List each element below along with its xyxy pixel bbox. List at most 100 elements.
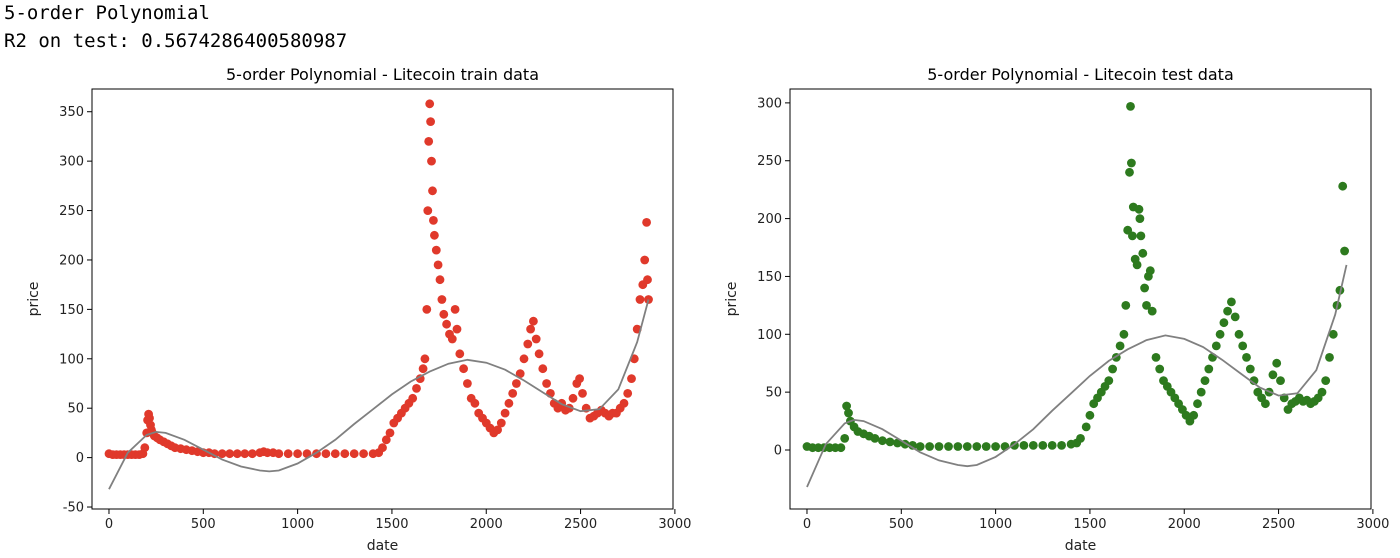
chart-train: 5-order Polynomial - Litecoin train data… — [26, 65, 691, 554]
data-point — [1147, 306, 1157, 316]
data-point — [247, 449, 257, 459]
data-point — [435, 275, 445, 285]
y-axis-label: price — [26, 282, 42, 317]
data-point — [1140, 283, 1149, 293]
data-point — [885, 437, 895, 447]
data-point — [1193, 399, 1202, 409]
scatter-series — [104, 99, 653, 459]
data-point — [508, 389, 518, 398]
y-axis-label: price — [724, 282, 740, 317]
data-point — [430, 230, 439, 240]
y-tick-label: 100 — [59, 352, 84, 367]
y-tick-label: 50 — [765, 386, 782, 401]
data-point — [962, 442, 972, 451]
data-point — [1245, 364, 1255, 374]
x-tick-label: 2000 — [1168, 517, 1201, 532]
x-tick-label: 2000 — [470, 517, 503, 532]
x-axis-label: date — [367, 538, 399, 554]
data-point — [840, 434, 850, 443]
data-point — [496, 418, 506, 428]
data-point — [643, 275, 652, 285]
data-point — [893, 438, 902, 448]
data-point — [1321, 376, 1331, 385]
data-point — [523, 339, 533, 349]
data-point — [442, 319, 451, 329]
data-point — [640, 255, 650, 265]
data-point — [1211, 341, 1221, 351]
x-tick-label: 2500 — [1262, 517, 1295, 532]
data-point — [1268, 370, 1278, 380]
data-point — [1145, 266, 1155, 276]
data-point — [878, 436, 887, 446]
data-point — [447, 334, 457, 344]
data-point — [870, 434, 880, 443]
data-point — [412, 384, 421, 393]
data-point — [1272, 358, 1282, 368]
fit-line — [108, 299, 650, 490]
data-point — [1134, 204, 1144, 214]
y-tick-label: 0 — [774, 443, 782, 458]
output-line-r2: R2 on test: 0.5674286400580987 — [4, 30, 348, 52]
data-point — [934, 442, 944, 451]
x-tick-label: 3000 — [658, 517, 691, 532]
data-point — [426, 117, 435, 126]
data-point — [381, 435, 391, 445]
data-point — [459, 364, 468, 374]
data-point — [1132, 260, 1142, 270]
data-point — [470, 398, 480, 408]
data-point — [1155, 364, 1165, 374]
data-point — [1196, 387, 1206, 397]
y-tick-label: 150 — [59, 303, 84, 318]
data-point — [1119, 329, 1129, 339]
data-point — [274, 449, 284, 459]
chart-title: 5-order Polynomial - Litecoin test data — [927, 65, 1234, 84]
data-point — [1189, 410, 1199, 420]
x-tick-label: 1000 — [979, 517, 1012, 532]
data-point — [1223, 306, 1232, 316]
data-point — [1125, 167, 1134, 177]
data-point — [972, 442, 982, 451]
data-point — [408, 393, 418, 403]
data-point — [529, 316, 538, 326]
axes-frame — [789, 88, 1372, 510]
chart-test: 5-order Polynomial - Litecoin test data 0… — [724, 65, 1389, 554]
data-point — [1138, 248, 1148, 258]
data-point — [439, 309, 449, 319]
y-tick-label: 200 — [757, 212, 782, 227]
data-point — [944, 442, 953, 451]
data-point — [908, 441, 917, 450]
data-point — [423, 206, 433, 216]
data-point — [293, 449, 302, 459]
data-point — [330, 449, 340, 459]
data-point — [1276, 376, 1285, 385]
data-point — [925, 442, 934, 451]
data-point — [1038, 441, 1048, 450]
data-point — [1136, 231, 1146, 241]
x-tick-label: 500 — [889, 517, 914, 532]
data-point — [418, 364, 428, 374]
data-point — [140, 443, 150, 453]
y-tick-label: 250 — [59, 204, 84, 219]
data-point — [1019, 441, 1029, 450]
data-point — [842, 401, 851, 411]
data-point — [1338, 181, 1348, 191]
data-point — [1085, 410, 1095, 420]
data-point — [504, 398, 514, 408]
data-point — [1151, 353, 1161, 362]
data-point — [578, 389, 587, 398]
data-point — [538, 364, 548, 374]
data-point — [836, 443, 846, 453]
data-point — [422, 305, 432, 314]
chart-title: 5-order Polynomial - Litecoin train data — [226, 65, 539, 84]
data-point — [217, 449, 227, 459]
y-tick-label: -50 — [63, 501, 84, 516]
data-point — [1128, 231, 1137, 241]
data-point — [359, 449, 368, 459]
fit-line — [806, 264, 1348, 488]
data-point — [1076, 434, 1085, 443]
y-tick-label: 300 — [59, 155, 84, 170]
data-point — [1126, 102, 1135, 111]
data-point — [1142, 301, 1151, 310]
data-point — [450, 305, 460, 314]
